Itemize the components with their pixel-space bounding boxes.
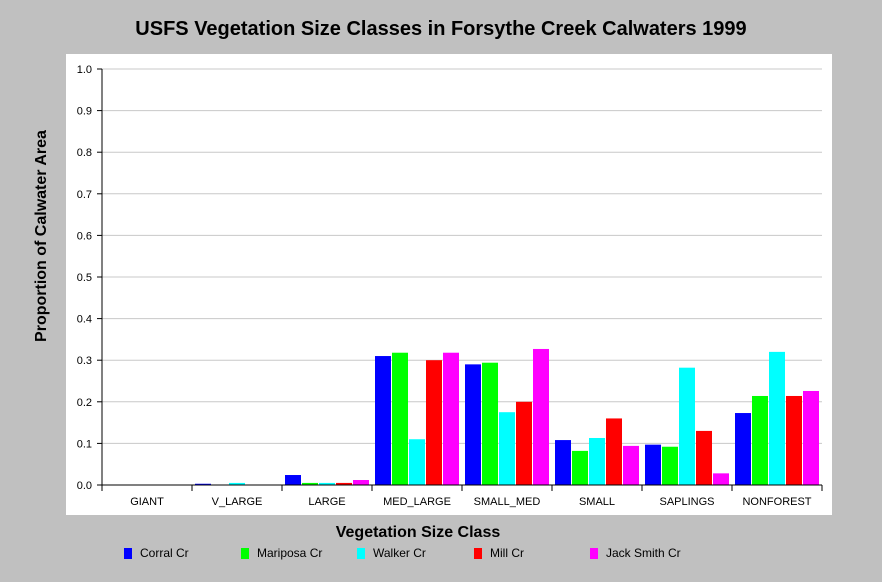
x-tick-label: SMALL xyxy=(579,496,615,508)
x-tick-label: MED_LARGE xyxy=(383,496,451,508)
bar-corral-cr-v_large xyxy=(195,483,211,485)
bar-corral-cr-small_med xyxy=(465,364,481,485)
bar-jack-smith-cr-nonforest xyxy=(803,390,819,485)
x-tick-label: NONFOREST xyxy=(742,496,811,508)
chart-title: USFS Vegetation Size Classes in Forsythe… xyxy=(135,18,747,40)
bar-corral-cr-nonforest xyxy=(735,413,751,485)
x-tick-label: SMALL_MED xyxy=(474,496,541,508)
bar-mariposa-cr-large xyxy=(302,482,318,485)
legend-swatch xyxy=(241,547,249,559)
y-tick-label: 0.4 xyxy=(77,314,92,326)
y-axis-label: Proportion of Calwater Area xyxy=(33,130,50,342)
bar-jack-smith-cr-large xyxy=(353,480,369,485)
y-tick-label: 0.1 xyxy=(77,438,92,450)
bar-mill-cr-small_med xyxy=(516,401,532,485)
y-tick-label: 0.5 xyxy=(77,272,92,284)
legend-item: Walker Cr xyxy=(357,546,426,560)
bar-mariposa-cr-nonforest xyxy=(752,395,768,485)
bar-walker-cr-small xyxy=(589,437,605,485)
y-tick-label: 0.6 xyxy=(77,230,92,242)
bar-jack-smith-cr-saplings xyxy=(713,473,729,485)
bar-mill-cr-large xyxy=(336,482,352,485)
legend-label: Mill Cr xyxy=(490,546,524,560)
bar-walker-cr-nonforest xyxy=(769,351,785,485)
bar-mill-cr-small xyxy=(606,418,622,485)
bar-mariposa-cr-saplings xyxy=(662,446,678,485)
bars-layer xyxy=(195,348,819,485)
y-tick-label: 0.0 xyxy=(77,480,92,492)
bar-mariposa-cr-small_med xyxy=(482,362,498,485)
legend-swatch xyxy=(357,547,365,559)
bar-walker-cr-v_large xyxy=(229,482,245,485)
x-tick-label: SAPLINGS xyxy=(659,496,714,508)
legend-label: Mariposa Cr xyxy=(257,546,323,560)
bar-jack-smith-cr-med_large xyxy=(443,352,459,485)
legend-item: Corral Cr xyxy=(124,546,189,560)
legend-item: Mariposa Cr xyxy=(241,546,322,560)
y-tick-label: 1.0 xyxy=(77,64,92,76)
bar-mariposa-cr-med_large xyxy=(392,352,408,485)
bar-mariposa-cr-small xyxy=(572,450,588,485)
legend-label: Corral Cr xyxy=(140,546,189,560)
y-tick-label: 0.9 xyxy=(77,106,92,118)
bar-mill-cr-med_large xyxy=(426,360,442,485)
legend-item: Jack Smith Cr xyxy=(590,546,681,560)
legend-label: Jack Smith Cr xyxy=(606,546,681,560)
y-tick-label: 0.3 xyxy=(77,355,92,367)
bar-mill-cr-nonforest xyxy=(786,395,802,485)
y-tick-label: 0.2 xyxy=(77,397,92,409)
bar-corral-cr-large xyxy=(285,475,301,485)
x-tick-label: LARGE xyxy=(308,496,345,508)
bar-walker-cr-large xyxy=(319,482,335,485)
legend-item: Mill Cr xyxy=(474,546,524,560)
bar-corral-cr-med_large xyxy=(375,356,391,485)
bar-walker-cr-saplings xyxy=(679,367,695,485)
axes-layer: 0.0 0.1 0.2 0.3 0.4 0.5 0.6 0.7 0.8 0.9 1.0 GIANT V_… xyxy=(77,64,823,508)
bar-walker-cr-small_med xyxy=(499,412,515,485)
y-tick-label: 0.7 xyxy=(77,189,92,201)
bar-mill-cr-saplings xyxy=(696,430,712,485)
y-tick-label: 0.8 xyxy=(77,147,92,159)
legend-label: Walker Cr xyxy=(373,546,426,560)
x-axis-label: Vegetation Size Class xyxy=(335,524,501,541)
bar-jack-smith-cr-small xyxy=(623,445,639,485)
legend-swatch xyxy=(590,547,598,559)
bar-corral-cr-saplings xyxy=(645,444,661,485)
bar-jack-smith-cr-small_med xyxy=(533,348,549,485)
legend-swatch xyxy=(124,547,132,559)
bar-corral-cr-small xyxy=(555,440,571,485)
x-tick-label: GIANT xyxy=(130,496,164,508)
x-tick-label: V_LARGE xyxy=(212,496,263,508)
legend-swatch xyxy=(474,547,482,559)
bar-walker-cr-med_large xyxy=(409,439,425,485)
